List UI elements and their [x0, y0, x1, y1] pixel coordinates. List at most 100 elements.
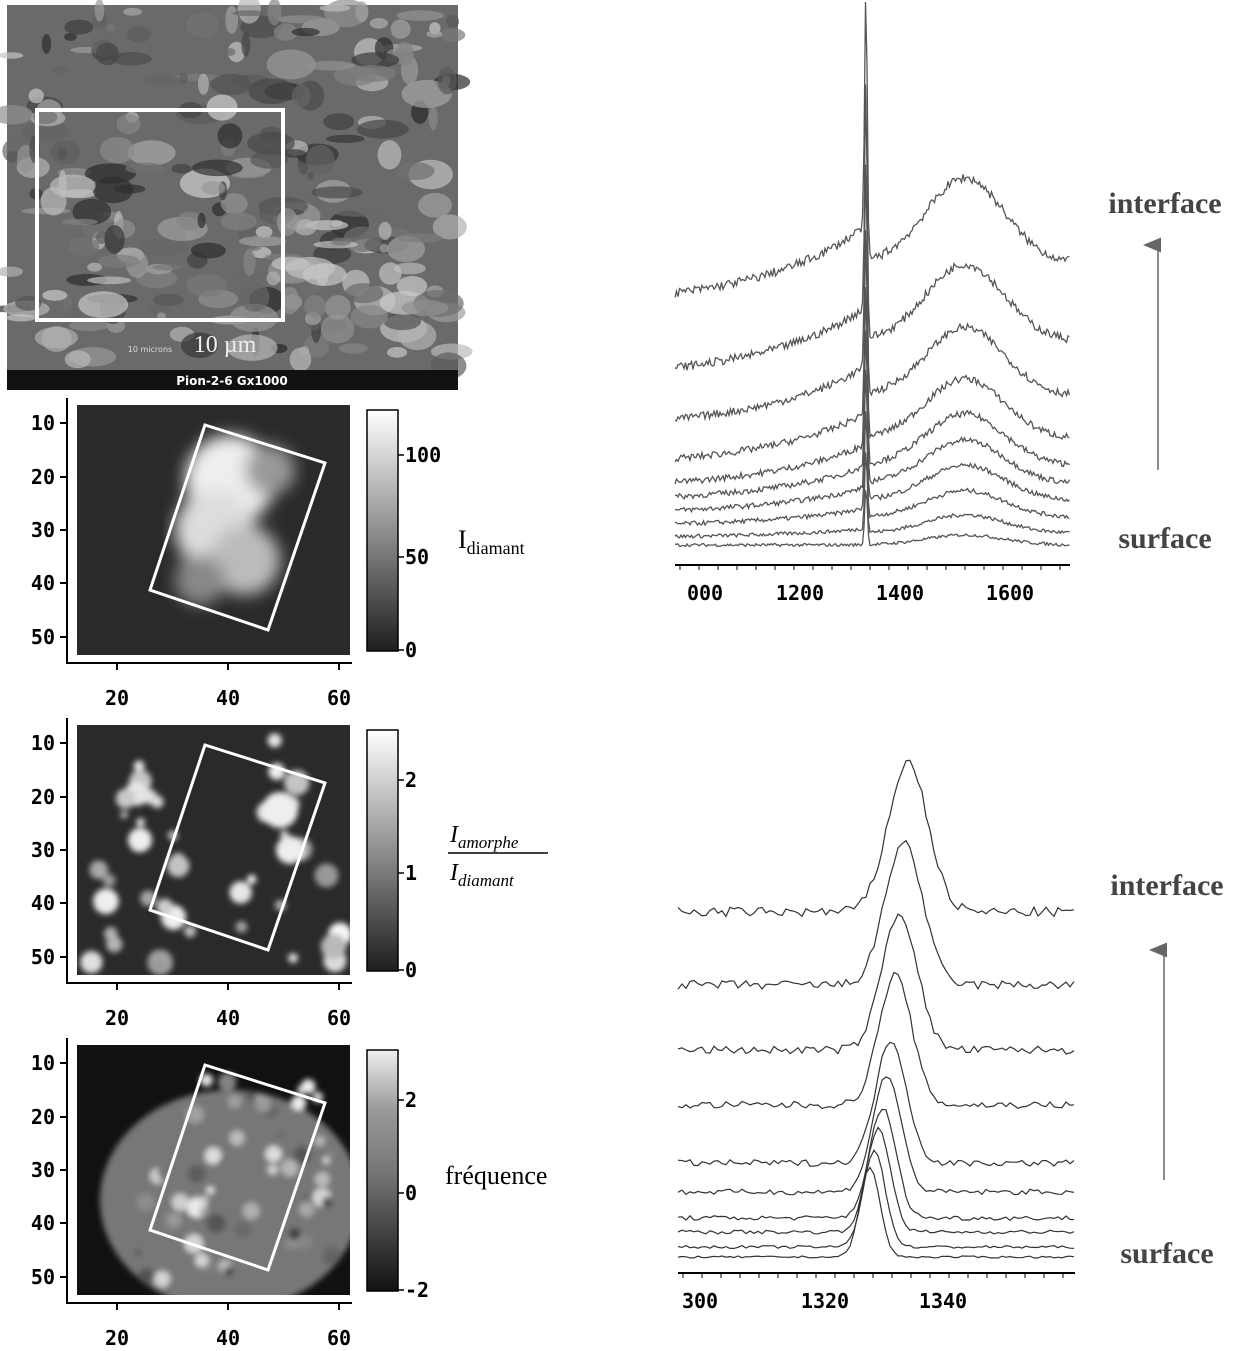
sem-grain: [138, 238, 188, 257]
sem-grain: [396, 10, 445, 21]
axis: [66, 1038, 352, 1304]
sem-grain: [320, 314, 355, 344]
map-blob: [104, 927, 118, 941]
sem-grain: [395, 41, 414, 67]
spectrum-curve: [677, 913, 1075, 1055]
sem-grain: [28, 88, 44, 104]
map-blob: [267, 1164, 279, 1175]
sem-grain: [326, 134, 365, 143]
sem-grain: [186, 274, 228, 297]
colorbar-tick-label: 50: [405, 545, 429, 569]
sem-grain: [390, 19, 411, 39]
bottom-label: surface: [1118, 522, 1211, 555]
map-blob: [256, 1224, 264, 1233]
sem-grain: [197, 73, 209, 95]
x-tick-label: 20: [105, 686, 129, 710]
x-tick-label: 60: [327, 1326, 351, 1350]
spectra: 000 1200 1400 1600 interface surface 300 1320 13…: [674, 1, 1224, 1313]
sem-grain: [401, 299, 449, 316]
map-blob: [224, 1266, 234, 1277]
spectrum-curve: [674, 452, 1070, 539]
sem-grain: [145, 75, 182, 85]
spectrum-curve: [674, 287, 1070, 485]
sem-caption: Pion-2-6 Gx1000: [176, 374, 288, 388]
sem-grain: [87, 276, 132, 285]
map-blob: [136, 818, 145, 827]
sem-grain: [184, 227, 196, 241]
map-blob: [322, 1196, 333, 1208]
label-sub: amorphe: [458, 833, 519, 852]
map-blob: [171, 1193, 189, 1212]
sem-grain: [351, 52, 400, 68]
spectrum-curve: [675, 369, 1070, 514]
sem-grain: [239, 282, 270, 312]
map-blob: [166, 854, 190, 878]
map-blob: [265, 1145, 282, 1163]
sem-grain: [344, 283, 384, 304]
sem-grain: [396, 275, 428, 297]
sem-grain: [306, 171, 315, 181]
sem-grain: [277, 15, 327, 24]
map-blob: [115, 788, 136, 809]
label-sub: diamant: [467, 538, 525, 558]
map-blob: [234, 1221, 252, 1239]
sem-grain: [41, 33, 52, 54]
map-blob: [327, 1148, 336, 1158]
map-label-den: Idiamant: [449, 860, 515, 890]
sem-grain: [266, 49, 316, 80]
sem-grain: [61, 218, 98, 226]
spectrum-curve: [674, 1, 1070, 298]
sem-grain: [232, 10, 266, 17]
spectrum-curve: [674, 330, 1071, 500]
sem-grain: [126, 26, 152, 43]
sem-grain: [68, 320, 109, 332]
sem-grain: [291, 84, 311, 108]
sem-grain: [319, 4, 351, 12]
map-blob: [199, 1195, 209, 1205]
sem-grain: [418, 192, 452, 218]
map-blob: [229, 1130, 245, 1146]
selection-box: [148, 743, 327, 952]
sem-grain: [92, 176, 134, 204]
map-blob: [128, 828, 152, 852]
sem-grain: [255, 226, 273, 238]
map-blob: [299, 1201, 315, 1217]
sem-grain: [97, 254, 140, 268]
x-tick-label: 40: [216, 1326, 240, 1350]
map-label-num: Iamorphe: [449, 822, 519, 852]
map-blob: [89, 860, 109, 880]
map-blob: [277, 1131, 284, 1138]
spectrum-curve: [674, 410, 1070, 527]
map-label: fréquence: [445, 1161, 547, 1190]
colorbar: [366, 409, 399, 652]
sem-grain: [303, 295, 326, 318]
sem-grain: [294, 219, 317, 236]
sem-grain: [323, 113, 355, 131]
sem-grain: [248, 78, 296, 105]
map-blobs: [80, 733, 350, 975]
sem-grain: [197, 212, 206, 229]
sem-grain: [355, 1, 369, 22]
y-tick-label: 30: [31, 1158, 55, 1182]
top-label: interface: [1108, 187, 1221, 220]
x-tick-label: 1200: [776, 581, 824, 605]
sem-grain: [234, 270, 265, 286]
axis: [66, 398, 352, 664]
sem-grain: [369, 17, 388, 29]
map-blob: [166, 1211, 182, 1227]
spectrum-curve: [674, 84, 1070, 371]
sem-grain: [311, 186, 363, 199]
sem-grain: [273, 23, 298, 41]
map-blob: [151, 795, 164, 809]
sem-grain: [0, 105, 34, 125]
map-blob: [187, 1165, 206, 1183]
sem-grain: [5, 314, 36, 322]
sem-grain: [229, 303, 278, 332]
y-tick-label: 50: [31, 1265, 55, 1289]
y-tick-label: 20: [31, 1105, 55, 1129]
map-blob: [156, 898, 174, 916]
map-blob: [276, 836, 304, 864]
map-blob: [242, 1202, 260, 1220]
map-blob: [154, 1271, 171, 1288]
